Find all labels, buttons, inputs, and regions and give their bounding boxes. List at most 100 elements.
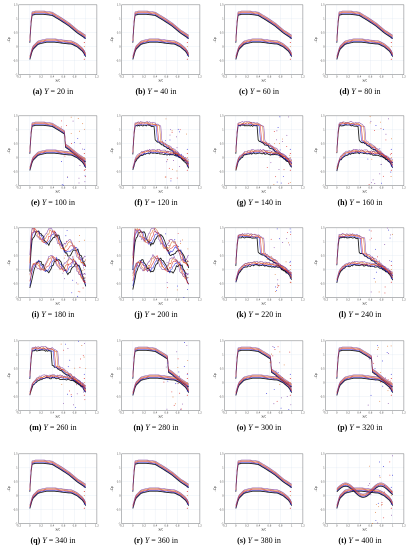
x-tick-label: 0.6 (267, 298, 271, 302)
scatter-marker (73, 141, 75, 143)
x-tick-label: 0.4 (357, 75, 361, 79)
scatter-marker (164, 261, 165, 263)
panel-value: = 40 in (151, 87, 177, 96)
scatter-marker (76, 393, 78, 395)
y-axis-label: -Cp (110, 148, 114, 153)
series-line-lower-1 (132, 257, 189, 287)
te-marker (390, 46, 392, 48)
series-line-lower-3 (29, 375, 86, 394)
x-tick-label: 0.2 (245, 298, 249, 302)
y-tick-label: 1.5 (14, 3, 18, 7)
y-tick-label: 1.5 (220, 114, 224, 118)
scatter-marker (280, 155, 282, 157)
x-tick-label: 1.2 (95, 186, 99, 190)
panel-value: = 260 in (47, 423, 77, 432)
x-tick-label: 0.6 (61, 298, 65, 302)
x-tick-label: 0.8 (279, 186, 283, 190)
x-tick-label: 0.8 (73, 75, 77, 79)
series-line-upper-3 (132, 11, 189, 41)
scatter-marker (177, 232, 179, 234)
scatter-marker (377, 522, 379, 524)
scatter-marker (282, 138, 283, 140)
te-marker (83, 37, 85, 39)
scatter-marker (177, 358, 179, 360)
x-tick-label: 0.8 (279, 411, 283, 415)
panel-caption-h: (h) Y = 160 in (312, 198, 407, 208)
scatter-marker (374, 368, 376, 370)
x-tick-label: 1 (392, 75, 394, 79)
scatter-marker (370, 120, 372, 122)
scatter-marker (370, 394, 372, 396)
cp-plot-m: -0.2 0 0.2 0.4 0.6 0.8 1 1.2 1.5 1 0.5 0 -0.5 -1 x/c -C… (7, 339, 99, 419)
scatter-marker (375, 520, 377, 521)
te-marker (390, 277, 392, 279)
scatter-marker (389, 237, 391, 239)
series-line-upper-2 (132, 12, 189, 42)
te-marker (83, 157, 85, 159)
y-tick-label: 0 (323, 494, 325, 498)
scatter-marker (282, 176, 284, 178)
scatter-marker (179, 261, 181, 263)
te-marker (186, 42, 188, 43)
panel-variable: Y (41, 198, 47, 207)
x-tick-label: 0.2 (39, 411, 43, 415)
scatter-marker (275, 291, 276, 292)
x-tick-label: 0.2 (142, 524, 146, 528)
y-tick-label: 1.5 (321, 226, 325, 230)
scatter-marker (64, 278, 66, 280)
cp-plot-f: -0.2 0 0.2 0.4 0.6 0.8 1 1.2 1.5 1 0.5 0 -0.5 -1 x/c -C… (110, 114, 202, 194)
scatter-marker (63, 257, 65, 259)
y-tick-label: -1 (15, 408, 18, 412)
scatter-marker (70, 132, 72, 134)
scatter-marker (276, 181, 278, 183)
series-line-lower-0 (235, 41, 293, 60)
te-marker (186, 390, 188, 392)
y-tick-label: 0 (16, 381, 18, 385)
x-tick-label: 1 (188, 75, 190, 79)
panel-n: -0.2 0 0.2 0.4 0.6 0.8 1 1.2 1.5 1 0.5 0 -0.5 -1 x/c -C… (108, 338, 204, 433)
series-line-upper-4 (132, 459, 189, 489)
y-tick-label: 1.5 (321, 3, 325, 7)
x-tick-label: 0 (132, 524, 134, 528)
x-axis-label: x/c (158, 302, 163, 306)
scatter-marker (375, 504, 377, 506)
panel-label: (f) (134, 198, 143, 207)
y-tick-label: -1 (15, 521, 18, 525)
te-marker (83, 495, 85, 497)
x-axis-label: x/c (261, 302, 266, 306)
scatter-marker (62, 272, 64, 274)
scatter-marker (67, 176, 69, 178)
scatter-marker (176, 285, 178, 287)
scatter-marker (72, 257, 74, 259)
series-line-upper-3 (336, 347, 393, 385)
x-tick-label: 0 (29, 524, 31, 528)
series-line-lower-0 (29, 41, 87, 60)
scatter-marker (369, 239, 371, 241)
series-line-upper-1 (235, 13, 292, 42)
scatter-marker (67, 348, 69, 349)
scatter-marker (171, 391, 173, 393)
x-tick-label: 1 (392, 524, 394, 528)
scatter-marker (172, 396, 174, 398)
x-tick-label: 0.6 (368, 75, 372, 79)
y-tick-label: -0.5 (320, 169, 325, 173)
y-tick-label: 0.5 (117, 142, 121, 146)
scatter-marker (79, 165, 81, 167)
panel-caption-i: (i) Y = 180 in (5, 310, 101, 320)
series-line-upper-4 (235, 459, 292, 489)
scatter-marker (183, 366, 185, 367)
x-tick-label: 0.2 (39, 186, 43, 190)
scatter-marker (167, 159, 169, 161)
scatter-marker (379, 475, 381, 477)
scatter-marker (276, 283, 278, 285)
scatter-marker (176, 289, 178, 291)
panel-label: (m) (29, 423, 42, 432)
scatter-marker (281, 141, 283, 142)
scatter-marker (165, 366, 167, 368)
scatter-marker (65, 235, 67, 237)
y-tick-label: 0.5 (321, 480, 325, 484)
scatter-marker (380, 381, 381, 383)
scatter-marker (274, 274, 276, 276)
scatter-marker (387, 353, 389, 355)
scatter-marker (287, 231, 288, 233)
